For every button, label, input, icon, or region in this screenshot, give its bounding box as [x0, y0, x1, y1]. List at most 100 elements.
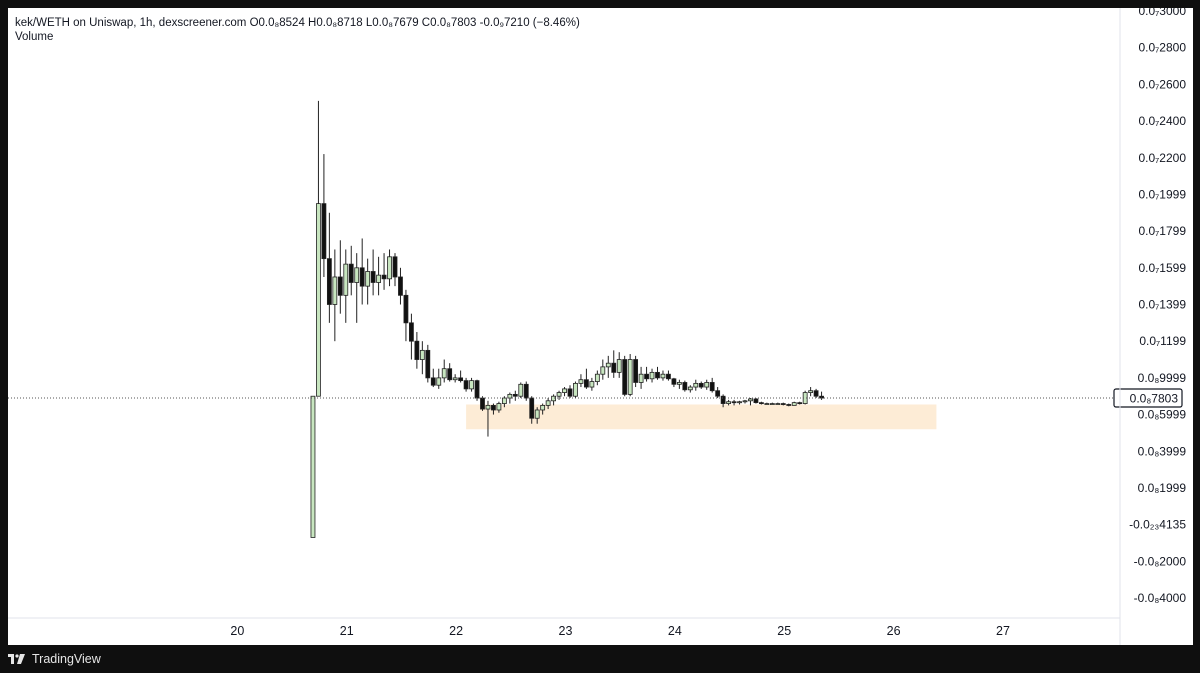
candle-body-down: [447, 368, 453, 381]
candle-body-down: [622, 359, 628, 395]
candle: [666, 370, 671, 381]
candle-body-down: [512, 393, 518, 397]
candle-body-up: [436, 377, 442, 386]
candle: [463, 377, 469, 392]
y-tick-label: 0.0₈5999: [1138, 408, 1187, 422]
candle-body-down: [715, 390, 721, 397]
candle-body-down: [381, 274, 387, 280]
y-tick-label: 0.0₇1799: [1138, 224, 1186, 238]
candle: [737, 400, 742, 405]
candle-body-down: [682, 382, 688, 391]
candle-body-up: [627, 359, 633, 395]
candlestick-chart[interactable]: 0.0₇3000 0.0₇2800 0.0₇2600 0.0₇2400 0.0₇2200…: [8, 8, 1193, 645]
candle: [436, 368, 442, 389]
y-tick-label: 0.0₇1999: [1138, 187, 1186, 201]
candle-body-down: [731, 401, 737, 404]
y-tick-label: 0.0₇3000: [1138, 8, 1186, 18]
y-tick-label: 0.0₇2800: [1138, 41, 1186, 55]
candle-body-up: [676, 382, 682, 385]
candle: [556, 390, 562, 400]
candle: [567, 385, 573, 399]
candle: [523, 381, 529, 401]
candle-body-up: [332, 276, 338, 305]
y-tick-label: 0.0₈9999: [1138, 371, 1187, 385]
candle-body-up: [726, 401, 731, 404]
candle: [775, 402, 781, 405]
candle-body-up: [769, 403, 775, 405]
candle: [491, 403, 496, 415]
candle: [398, 267, 403, 305]
candle: [370, 249, 376, 296]
legend-title: kek/WETH on Uniswap, 1h, dexscreener.com…: [15, 17, 580, 29]
candle: [343, 249, 349, 323]
candle-body-up: [649, 371, 655, 380]
candle: [545, 398, 551, 410]
x-tick-label: 20: [230, 624, 244, 638]
candle: [316, 100, 321, 397]
x-tick-label: 21: [340, 624, 354, 638]
x-tick-label: 23: [559, 624, 573, 638]
candle: [447, 363, 453, 382]
candle-body-up: [316, 203, 321, 397]
candle: [676, 379, 682, 389]
candle: [753, 398, 759, 404]
candle-body-up: [376, 274, 381, 283]
candle: [808, 387, 814, 397]
candle-body-down: [403, 294, 409, 324]
candle: [584, 368, 589, 389]
candle: [616, 352, 622, 378]
candle: [698, 381, 704, 389]
candle: [534, 407, 540, 424]
candle-body-up: [687, 386, 693, 391]
candle: [693, 379, 699, 391]
last-price-box: [1113, 388, 1183, 408]
candle-body-up: [534, 409, 540, 419]
candle: [633, 355, 639, 388]
candle: [786, 403, 792, 407]
candle: [742, 399, 748, 404]
candle: [430, 368, 436, 388]
chart-frame: 0.0₇3000 0.0₇2800 0.0₇2600 0.0₇2400 0.0₇2200…: [8, 8, 1193, 645]
candle: [381, 253, 387, 290]
y-tick-label: -0.0₈4000: [1134, 591, 1187, 605]
candle: [496, 401, 502, 413]
candle-body-down: [414, 340, 420, 360]
candle-body-down: [463, 380, 469, 390]
tradingview-logo-icon[interactable]: [8, 654, 26, 664]
candle: [731, 399, 737, 406]
candle-body-down: [611, 362, 617, 373]
candle-body-up: [573, 382, 578, 397]
candle-body-up: [365, 271, 371, 287]
candle: [409, 313, 414, 360]
candle-body-up: [496, 403, 502, 411]
candle: [512, 390, 518, 401]
candle-body-up: [545, 400, 551, 406]
candle-body-up: [354, 267, 360, 283]
candle-body-up: [693, 382, 699, 388]
last-price-label: 0.0₈7803: [1130, 392, 1179, 406]
candle-body-up: [704, 382, 710, 388]
candle: [709, 377, 715, 393]
candle-body-up: [589, 381, 595, 388]
footer-brand[interactable]: TradingView: [32, 652, 101, 666]
candle: [452, 374, 458, 383]
footer: TradingView: [8, 648, 308, 670]
candle-body-up: [764, 403, 770, 405]
candle-body-down: [409, 322, 414, 342]
candle: [441, 359, 447, 383]
candle-body-up: [748, 398, 753, 402]
candle-body-down: [491, 404, 496, 411]
candle-body-up: [660, 373, 666, 379]
candle: [414, 332, 420, 369]
candle: [573, 381, 578, 399]
candle: [687, 385, 693, 393]
candle: [644, 366, 649, 382]
y-tick-label: 0.0₇1599: [1138, 261, 1186, 275]
candle: [748, 398, 753, 406]
candle: [611, 350, 617, 378]
y-tick-label: 0.0₇1399: [1138, 298, 1186, 312]
candle-body-up: [808, 390, 814, 393]
candle-body-up: [469, 380, 474, 390]
candle: [469, 377, 474, 392]
candle: [518, 382, 524, 399]
